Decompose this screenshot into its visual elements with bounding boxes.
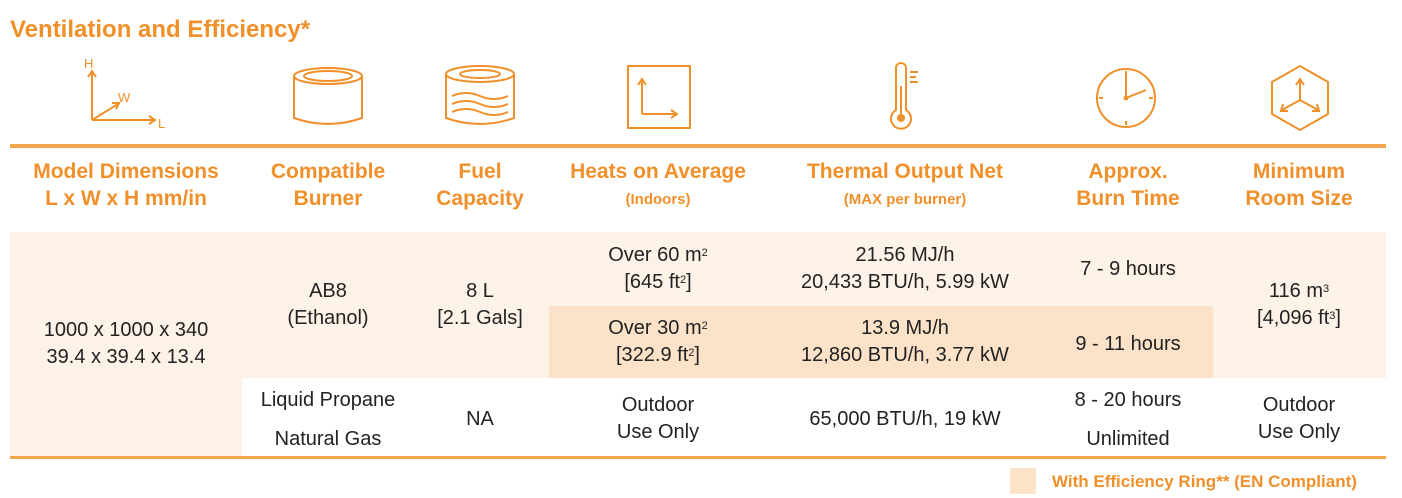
propane-burner: Liquid Propane (260, 388, 396, 411)
axis-w-label: W (118, 90, 131, 105)
dimensions-value: 1000 x 1000 x 340 39.4 x 39.4 x 13.4 (43, 319, 209, 368)
header-dimensions: Model Dimensions L x W x H mm/in (33, 160, 219, 210)
standard-burn-time: 7 - 9 hours (1080, 257, 1176, 280)
header-top-rule (10, 144, 1386, 148)
standard-thermal: 21.56 MJ/h 20,433 BTU/h, 5.99 kW (801, 244, 1009, 293)
ethanol-room-size: 116 m3 [4,096 ft3] (1257, 280, 1341, 329)
header-thermal: Thermal Output Net (MAX per burner) (806, 160, 1003, 208)
room-cube-icon (1262, 58, 1338, 134)
efficiency-ring-highlight (549, 306, 1213, 378)
propane-burn-time: 8 - 20 hours (1074, 388, 1182, 411)
gas-heats: Outdoor Use Only (616, 394, 700, 443)
dimensions-icon: H W L (70, 58, 180, 134)
efficiency-burn-time: 9 - 11 hours (1075, 332, 1181, 355)
natural-gas-burner: Natural Gas (274, 427, 382, 450)
header-heats: Heats on Average (Indoors) (570, 160, 746, 208)
standard-heats: Over 60 m2 [645 ft2] (608, 244, 708, 293)
burner-icon (278, 58, 378, 134)
dimensions-cell-background (10, 378, 242, 456)
gas-thermal: 65,000 BTU/h, 19 kW (809, 407, 1001, 430)
efficiency-thermal: 13.9 MJ/h 12,860 BTU/h, 3.77 kW (801, 317, 1009, 366)
header-burner: Compatible Burner (270, 160, 386, 210)
ethanol-burner: AB8 (Ethanol) (287, 280, 369, 329)
efficiency-heats: Over 30 m2 [322.9 ft2] (608, 317, 708, 366)
ethanol-fuel-capacity: 8 L [2.1 Gals] (437, 280, 523, 329)
natural-gas-burn-time: Unlimited (1086, 427, 1170, 450)
header-fuel: Fuel Capacity (436, 160, 524, 210)
fuel-container-icon (430, 58, 530, 134)
clock-icon (1088, 58, 1164, 134)
header-room-size: Minimum Room Size (1245, 160, 1353, 210)
gas-room-size: Outdoor Use Only (1257, 394, 1341, 443)
thermometer-icon (872, 58, 932, 134)
area-icon (622, 58, 698, 134)
efficiency-legend-swatch (1010, 468, 1036, 494)
table-bottom-rule (10, 456, 1386, 459)
axis-l-label: L (158, 116, 165, 131)
efficiency-legend-label: With Efficiency Ring** (EN Compliant) (1052, 472, 1357, 491)
page-title: Ventilation and Efficiency* (10, 16, 311, 43)
axis-h-label: H (84, 58, 93, 71)
gas-fuel-capacity: NA (466, 407, 494, 430)
header-burn-time: Approx. Burn Time (1076, 160, 1180, 210)
